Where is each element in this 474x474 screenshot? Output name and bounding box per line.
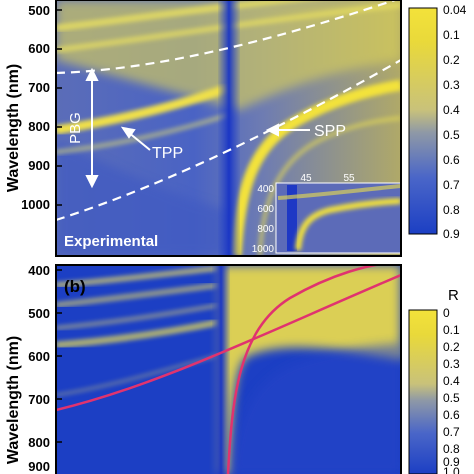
- inset-y-tick: 400: [257, 184, 274, 195]
- panel-b-colorbar-tick: 0.9: [443, 455, 460, 469]
- panel-a-y-tick: 600: [28, 41, 50, 56]
- panel-a-y-tick: 500: [28, 3, 50, 18]
- panel-a-colorbar-tick: 0.1: [443, 28, 460, 42]
- panel-b-label: (b): [64, 277, 86, 296]
- inset-x-tick: 45: [300, 173, 312, 184]
- panel-a-y-tick: 700: [28, 80, 50, 95]
- inset-plot: [275, 182, 401, 254]
- panel-a-colorbar-tick: 0.2: [443, 53, 460, 67]
- panel-a-colorbar-tick: 0.5: [443, 128, 460, 142]
- panel-a-colorbar-tick: 0.3: [443, 78, 460, 92]
- spp-arrow: [265, 123, 310, 137]
- experimental-label: Experimental: [64, 233, 158, 250]
- panel-b-colorbar: [408, 309, 438, 474]
- panel-b-colorbar-tick: 1.0: [443, 465, 460, 474]
- panel-b-colorbar-tick: 0.3: [443, 357, 460, 371]
- panel-b-colorbar-tick: 0.1: [443, 323, 460, 337]
- panel-b-y-tick: 800: [28, 435, 50, 450]
- panel-b-colorbar-tick: 0.6: [443, 408, 460, 422]
- panel-a-y-tick: 800: [28, 119, 50, 134]
- panel-a-colorbar-tick: 0.4: [443, 103, 460, 117]
- panel-a: Wavelength (nm) 500 600 700 800 900 1000…: [5, 0, 467, 257]
- panel-b-colorbar-title: R: [448, 287, 459, 304]
- panel-b-heatmap: [56, 265, 401, 474]
- panel-b-colorbar-tick: 0.5: [443, 391, 460, 405]
- panel-b-colorbar-tick: 0.4: [443, 374, 460, 388]
- panel-a-y-tick: 900: [28, 158, 50, 173]
- panel-a-colorbar-tick: 0.9: [443, 227, 460, 241]
- tpp-label: TPP: [152, 145, 183, 162]
- panel-a-colorbar: [408, 7, 438, 235]
- panel-b-y-tick: 700: [28, 392, 50, 407]
- inset-y-tick: 1000: [252, 244, 275, 255]
- model-curve-spp: [226, 265, 383, 474]
- panel-a-colorbar-tick: 0.8: [443, 203, 460, 217]
- panel-b-y-tick: 900: [28, 459, 50, 474]
- panel-a-colorbar-tick: 0.6: [443, 153, 460, 167]
- inset-y-tick: 600: [257, 204, 274, 215]
- panel-b-y-tick: 600: [28, 349, 50, 364]
- panel-a-frame: [55, 0, 402, 257]
- panel-b-y-axis-label: Wavelength (nm): [5, 336, 22, 464]
- panel-b-colorbar-tick: 0.8: [443, 442, 460, 456]
- panel-a-colorbar-tick: 0.04: [443, 3, 467, 17]
- model-curve-tpp: [56, 273, 401, 412]
- panel-a-colorbar-tick: 0.7: [443, 178, 460, 192]
- panel-b-colorbar-tick: 0: [443, 306, 450, 320]
- panel-a-y-tick: 1000: [21, 197, 50, 212]
- panel-a-heatmap: [56, 0, 401, 256]
- panel-b-y-tick: 400: [28, 263, 50, 278]
- panel-b-colorbar-tick: 0.2: [443, 340, 460, 354]
- panel-a-y-axis-label: Wavelength (nm): [5, 64, 22, 192]
- spp-label: SPP: [314, 123, 346, 140]
- pbg-label: PBG: [67, 112, 84, 144]
- panel-b-colorbar-tick: 0.7: [443, 425, 460, 439]
- inset-y-tick: 800: [257, 224, 274, 235]
- pbg-bracket: [85, 67, 99, 189]
- panel-b: (b) Wavelength (nm) 400 500 600 700 800 …: [5, 263, 460, 474]
- tpp-arrow: [120, 126, 151, 151]
- inset-x-tick: 55: [343, 173, 355, 184]
- panel-b-y-tick: 500: [28, 306, 50, 321]
- panel-b-frame: [55, 264, 402, 474]
